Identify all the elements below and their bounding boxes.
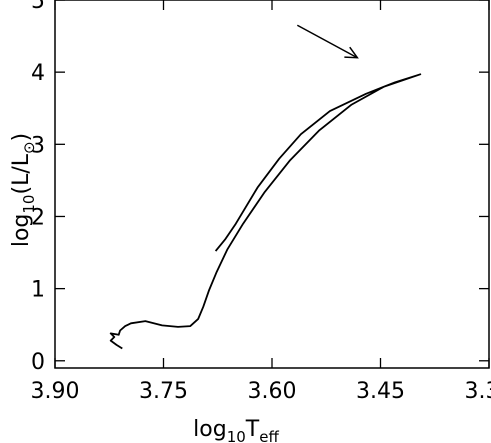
evolution-track-line [109,73,422,350]
x-tick-label: 3.75 [139,379,188,404]
arrow-annotation [296,24,359,59]
y-axis: 0 1 2 3 4 5 [31,0,489,375]
x-axis-title-mid: T [245,417,260,442]
x-axis-title: log10Teff [193,417,279,443]
series-layer [109,73,422,350]
y-axis-title: log10(L/L⊙) [9,133,38,247]
y-axis-title-sun: ⊙ [20,141,38,154]
y-tick-label: 4 [31,61,45,86]
x-tick-label: 3.45 [356,379,405,404]
y-tick-label: 0 [31,350,45,375]
arrow-shaft [296,24,358,59]
y-axis-title-mid: (L/L [9,153,34,194]
y-axis-title-sub1: 10 [20,195,38,214]
y-tick-label: 5 [31,0,45,14]
y-tick-label: 2 [31,205,45,230]
x-axis-title-base: log [193,417,227,442]
x-tick-label: 3.90 [31,379,80,404]
x-axis-title-sub2: eff [259,428,279,443]
x-tick-label: 3.60 [248,379,297,404]
arrow-head [344,46,359,59]
x-axis-title-sub1: 10 [227,428,246,443]
x-tick-label: 3.30 [465,379,491,404]
y-axis-title-end: ) [9,133,34,142]
y-tick-label: 1 [31,278,45,303]
x-axis: 3.90 3.75 3.60 3.45 3.30 [31,0,491,404]
y-tick-label: 3 [31,133,45,158]
y-axis-title-base: log [9,214,34,248]
